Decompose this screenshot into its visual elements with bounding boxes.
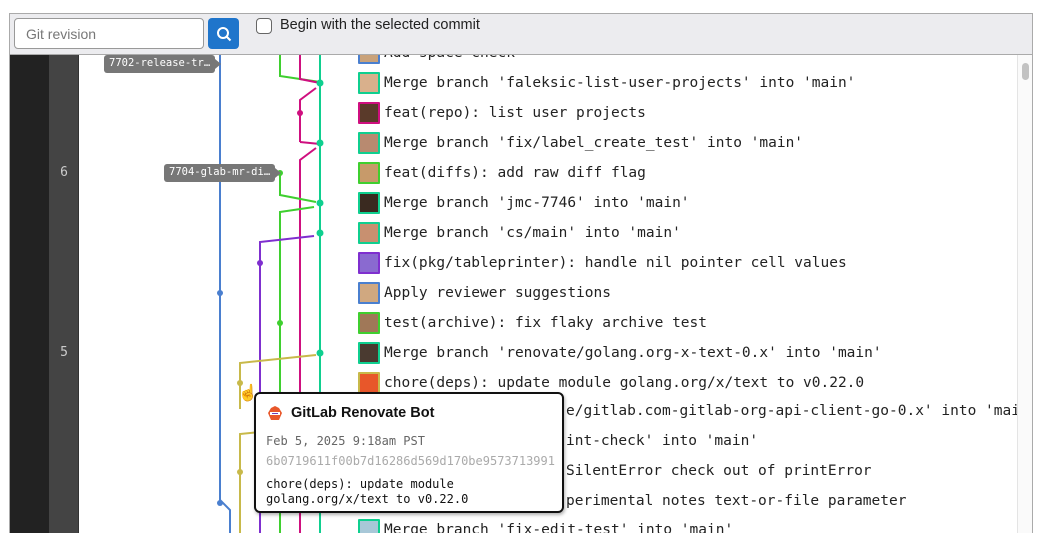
tooltip-sha: 6b0719611f00b7d16286d569d170be9573713991 xyxy=(266,454,555,468)
commit-dot xyxy=(217,290,223,296)
commit-message: feat(repo): list user projects xyxy=(384,105,646,121)
commit-row[interactable]: Apply reviewer suggestions xyxy=(358,281,611,305)
avatar xyxy=(358,192,380,214)
commit-message-partial[interactable]: perimental notes text-or-file parameter xyxy=(566,493,907,509)
commit-dot xyxy=(316,349,324,357)
avatar xyxy=(358,519,380,533)
commit-row[interactable]: fix(pkg/tableprinter): handle nil pointe… xyxy=(358,251,847,275)
commit-dot xyxy=(316,79,324,87)
avatar xyxy=(358,282,380,304)
line-number: 5 xyxy=(60,345,68,360)
commit-message-partial[interactable]: SilentError check out of printError xyxy=(566,463,872,479)
commit-message: Merge branch 'faleksic-list-user-project… xyxy=(384,75,856,91)
scrollbar[interactable] xyxy=(1017,55,1032,533)
begin-with-selected-checkbox[interactable] xyxy=(256,18,272,34)
avatar xyxy=(358,222,380,244)
blue-branch xyxy=(219,55,231,533)
hand-cursor-icon: ☝ xyxy=(238,385,258,402)
renovate-bot-avatar-icon xyxy=(268,406,282,420)
commit-message: Merge branch 'cs/main' into 'main' xyxy=(384,225,681,241)
tooltip-date: Feb 5, 2025 9:18am PST xyxy=(266,434,425,448)
commit-message: Merge branch 'jmc-7746' into 'main' xyxy=(384,195,690,211)
line-number: 6 xyxy=(60,165,68,180)
yellow-branch xyxy=(239,431,261,533)
commit-row[interactable]: chore(deps): update module golang.org/x/… xyxy=(358,371,864,395)
commit-message: feat(diffs): add raw diff flag xyxy=(384,165,646,181)
commit-dot xyxy=(237,469,243,475)
avatar xyxy=(358,372,380,394)
git-graph-panel: Begin with the selected commit 6 5 7702-… xyxy=(9,13,1033,533)
commit-dot xyxy=(257,260,263,266)
toolbar: Begin with the selected commit xyxy=(10,14,1032,55)
commit-dot xyxy=(316,139,324,147)
gutter-dark xyxy=(10,55,49,533)
tooltip-message: chore(deps): update module golang.org/x/… xyxy=(266,477,469,506)
scrollbar-thumb[interactable] xyxy=(1022,63,1029,80)
commit-dot xyxy=(316,229,324,237)
commit-row[interactable]: Merge branch 'cs/main' into 'main' xyxy=(358,221,681,245)
commit-row[interactable]: feat(repo): list user projects xyxy=(358,101,646,125)
branch-tag[interactable]: 7704-glab-mr-di… xyxy=(164,164,282,182)
avatar xyxy=(358,102,380,124)
commit-message: Apply reviewer suggestions xyxy=(384,285,611,301)
commit-message: chore(deps): update module golang.org/x/… xyxy=(384,375,865,391)
commit-row[interactable]: Merge branch 'faleksic-list-user-project… xyxy=(358,71,855,95)
commit-dot xyxy=(237,380,243,386)
commit-row[interactable]: Merge branch 'fix-edit-test' into 'main' xyxy=(358,518,733,533)
commit-dot xyxy=(217,500,223,506)
commit-dot xyxy=(297,110,303,116)
commit-dot xyxy=(277,320,283,326)
commit-message-partial[interactable]: int-check' into 'main' xyxy=(566,433,759,449)
commit-dot xyxy=(316,199,324,207)
commit-message-partial[interactable]: e/gitlab.com-gitlab-org-api-client-go-0.… xyxy=(566,403,1033,419)
avatar xyxy=(358,162,380,184)
commit-row[interactable]: Merge branch 'renovate/golang.org-x-text… xyxy=(358,341,882,365)
search-button[interactable] xyxy=(208,18,239,49)
commit-tooltip: GitLab Renovate Bot Feb 5, 2025 9:18am P… xyxy=(254,392,564,513)
avatar xyxy=(358,252,380,274)
tooltip-author: GitLab Renovate Bot xyxy=(291,405,435,421)
commit-message: test(archive): fix flaky archive test xyxy=(384,315,708,331)
commit-message: Merge branch 'fix/label_create_test' int… xyxy=(384,135,804,151)
commit-message: Merge branch 'renovate/golang.org-x-text… xyxy=(384,345,882,361)
magenta-branch xyxy=(299,55,321,84)
commit-row[interactable]: Merge branch 'jmc-7746' into 'main' xyxy=(358,191,690,215)
begin-with-selected-label[interactable]: Begin with the selected commit xyxy=(280,17,480,33)
search-icon xyxy=(216,26,231,41)
branch-tag[interactable]: 7702-release-tr… xyxy=(104,55,222,73)
green-branch xyxy=(279,173,317,203)
avatar xyxy=(358,312,380,334)
avatar xyxy=(358,132,380,154)
line-number-gutter xyxy=(49,55,79,533)
commit-message: fix(pkg/tableprinter): handle nil pointe… xyxy=(384,255,847,271)
commit-row[interactable]: feat(diffs): add raw diff flag xyxy=(358,161,646,185)
commit-row[interactable]: Merge branch 'fix/label_create_test' int… xyxy=(358,131,803,155)
avatar xyxy=(358,342,380,364)
git-revision-input[interactable] xyxy=(14,18,204,49)
commit-row[interactable]: test(archive): fix flaky archive test xyxy=(358,311,707,335)
avatar xyxy=(358,72,380,94)
